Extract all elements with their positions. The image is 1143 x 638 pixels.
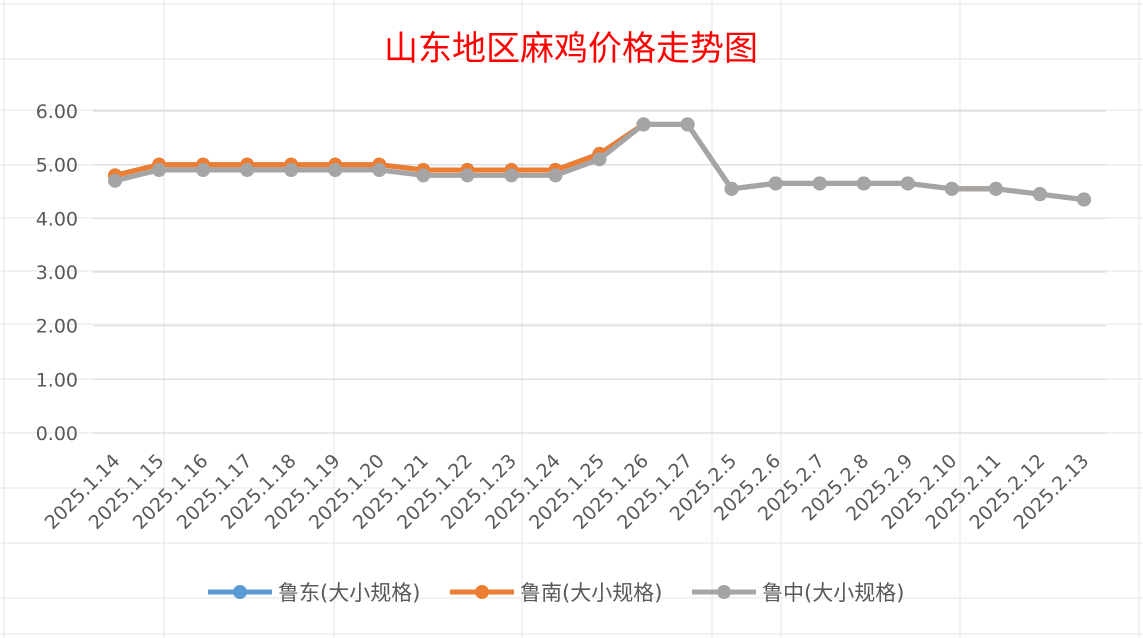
data-point [900,176,915,191]
y-tick-label: 2.00 [36,316,78,338]
legend-marker [475,585,489,599]
y-tick-label: 5.00 [36,155,78,177]
data-point [768,176,783,191]
y-tick-label: 6.00 [36,101,78,123]
legend-label: 鲁东(大小规格) [278,581,420,605]
data-point [504,168,519,183]
legend-label: 鲁中(大小规格) [762,581,904,605]
data-point [108,173,123,188]
data-point [196,163,211,178]
legend: 鲁东(大小规格) 鲁南(大小规格) 鲁中(大小规格) [208,581,904,605]
y-tick-label: 0.00 [36,423,78,445]
legend-item: 鲁南(大小规格) [450,581,662,605]
legend-item: 鲁中(大小规格) [692,581,904,605]
series-layer [108,117,1091,207]
x-axis-ticks: 2025.1.142025.1.152025.1.162025.1.172025… [41,450,1094,534]
data-point [416,168,431,183]
data-point [372,163,387,178]
data-point [548,168,563,183]
data-point [328,163,343,178]
data-point [944,181,959,196]
y-tick-label: 3.00 [36,262,78,284]
legend-marker [717,585,731,599]
legend-item: 鲁东(大小规格) [208,581,420,605]
chart-title: 山东地区麻鸡价格走势图 [384,29,758,69]
data-point [1032,187,1047,202]
data-point [680,117,695,132]
y-axis-ticks: 0.00 1.00 2.00 3.00 4.00 5.00 6.00 [36,101,78,445]
data-point [636,117,651,132]
y-tick-label: 4.00 [36,208,78,230]
data-point [812,176,827,191]
legend-label: 鲁南(大小规格) [520,581,662,605]
data-point [592,152,607,167]
data-point [1076,192,1091,207]
data-point [988,181,1003,196]
data-point [152,163,167,178]
data-point [240,163,255,178]
data-point [460,168,475,183]
legend-marker [233,585,247,599]
y-tick-label: 1.00 [36,369,78,391]
data-point [284,163,299,178]
data-point [856,176,871,191]
data-point [724,181,739,196]
series-2 [108,117,1091,207]
